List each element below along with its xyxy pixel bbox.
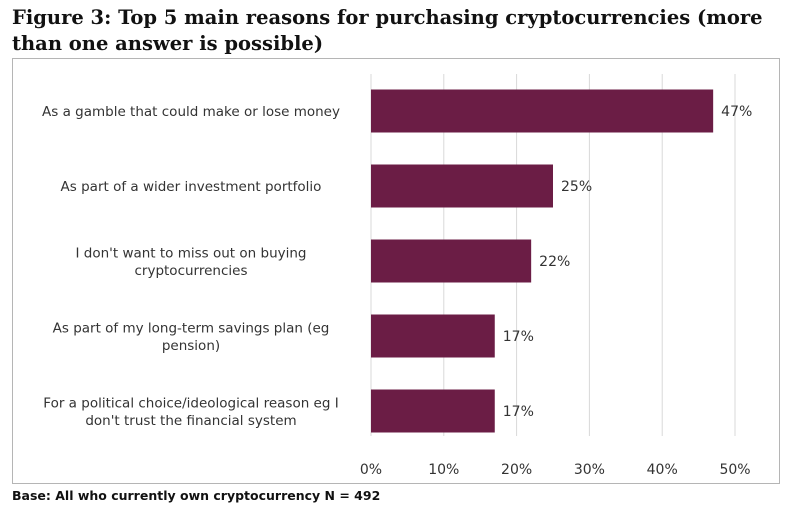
category-label-line: pension) (162, 338, 220, 354)
base-footnote: Base: All who currently own cryptocurren… (12, 488, 381, 503)
bar (371, 314, 495, 358)
category-label-line: cryptocurrencies (134, 263, 247, 279)
data-label: 17% (503, 329, 534, 345)
category-label-line: As part of my long-term savings plan (eg (53, 320, 330, 336)
data-label: 17% (503, 404, 534, 420)
x-tick-label: 10% (428, 462, 459, 478)
category-label: I don't want to miss out on buying crypto… (75, 245, 306, 279)
category-label-line: As a gamble that could make or lose mone… (42, 104, 340, 120)
x-tick-label: 20% (501, 462, 532, 478)
chart-frame (12, 58, 780, 484)
category-label: For a political choice/ideological reaso… (43, 395, 338, 429)
bar (371, 89, 714, 133)
category-label-line: As part of a wider investment portfolio (61, 179, 322, 195)
category-label: As part of a wider investment portfolio (61, 179, 322, 195)
bar (371, 389, 495, 433)
category-label: As part of my long-term savings plan (eg… (53, 320, 330, 354)
bar (371, 164, 553, 208)
x-tick-label: 0% (360, 462, 382, 478)
data-label: 22% (539, 254, 570, 270)
figure-title: Figure 3: Top 5 main reasons for purchas… (12, 6, 763, 55)
bar (371, 239, 532, 283)
data-label: 25% (561, 179, 592, 195)
x-tick-label: 50% (719, 462, 750, 478)
x-tick-label: 30% (574, 462, 605, 478)
data-label: 47% (721, 104, 752, 120)
category-label-line: For a political choice/ideological reaso… (43, 395, 338, 411)
category-label-line: I don't want to miss out on buying (75, 245, 306, 261)
category-label-line: don't trust the financial system (85, 413, 296, 429)
category-label: As a gamble that could make or lose mone… (42, 104, 340, 120)
x-tick-label: 40% (647, 462, 678, 478)
